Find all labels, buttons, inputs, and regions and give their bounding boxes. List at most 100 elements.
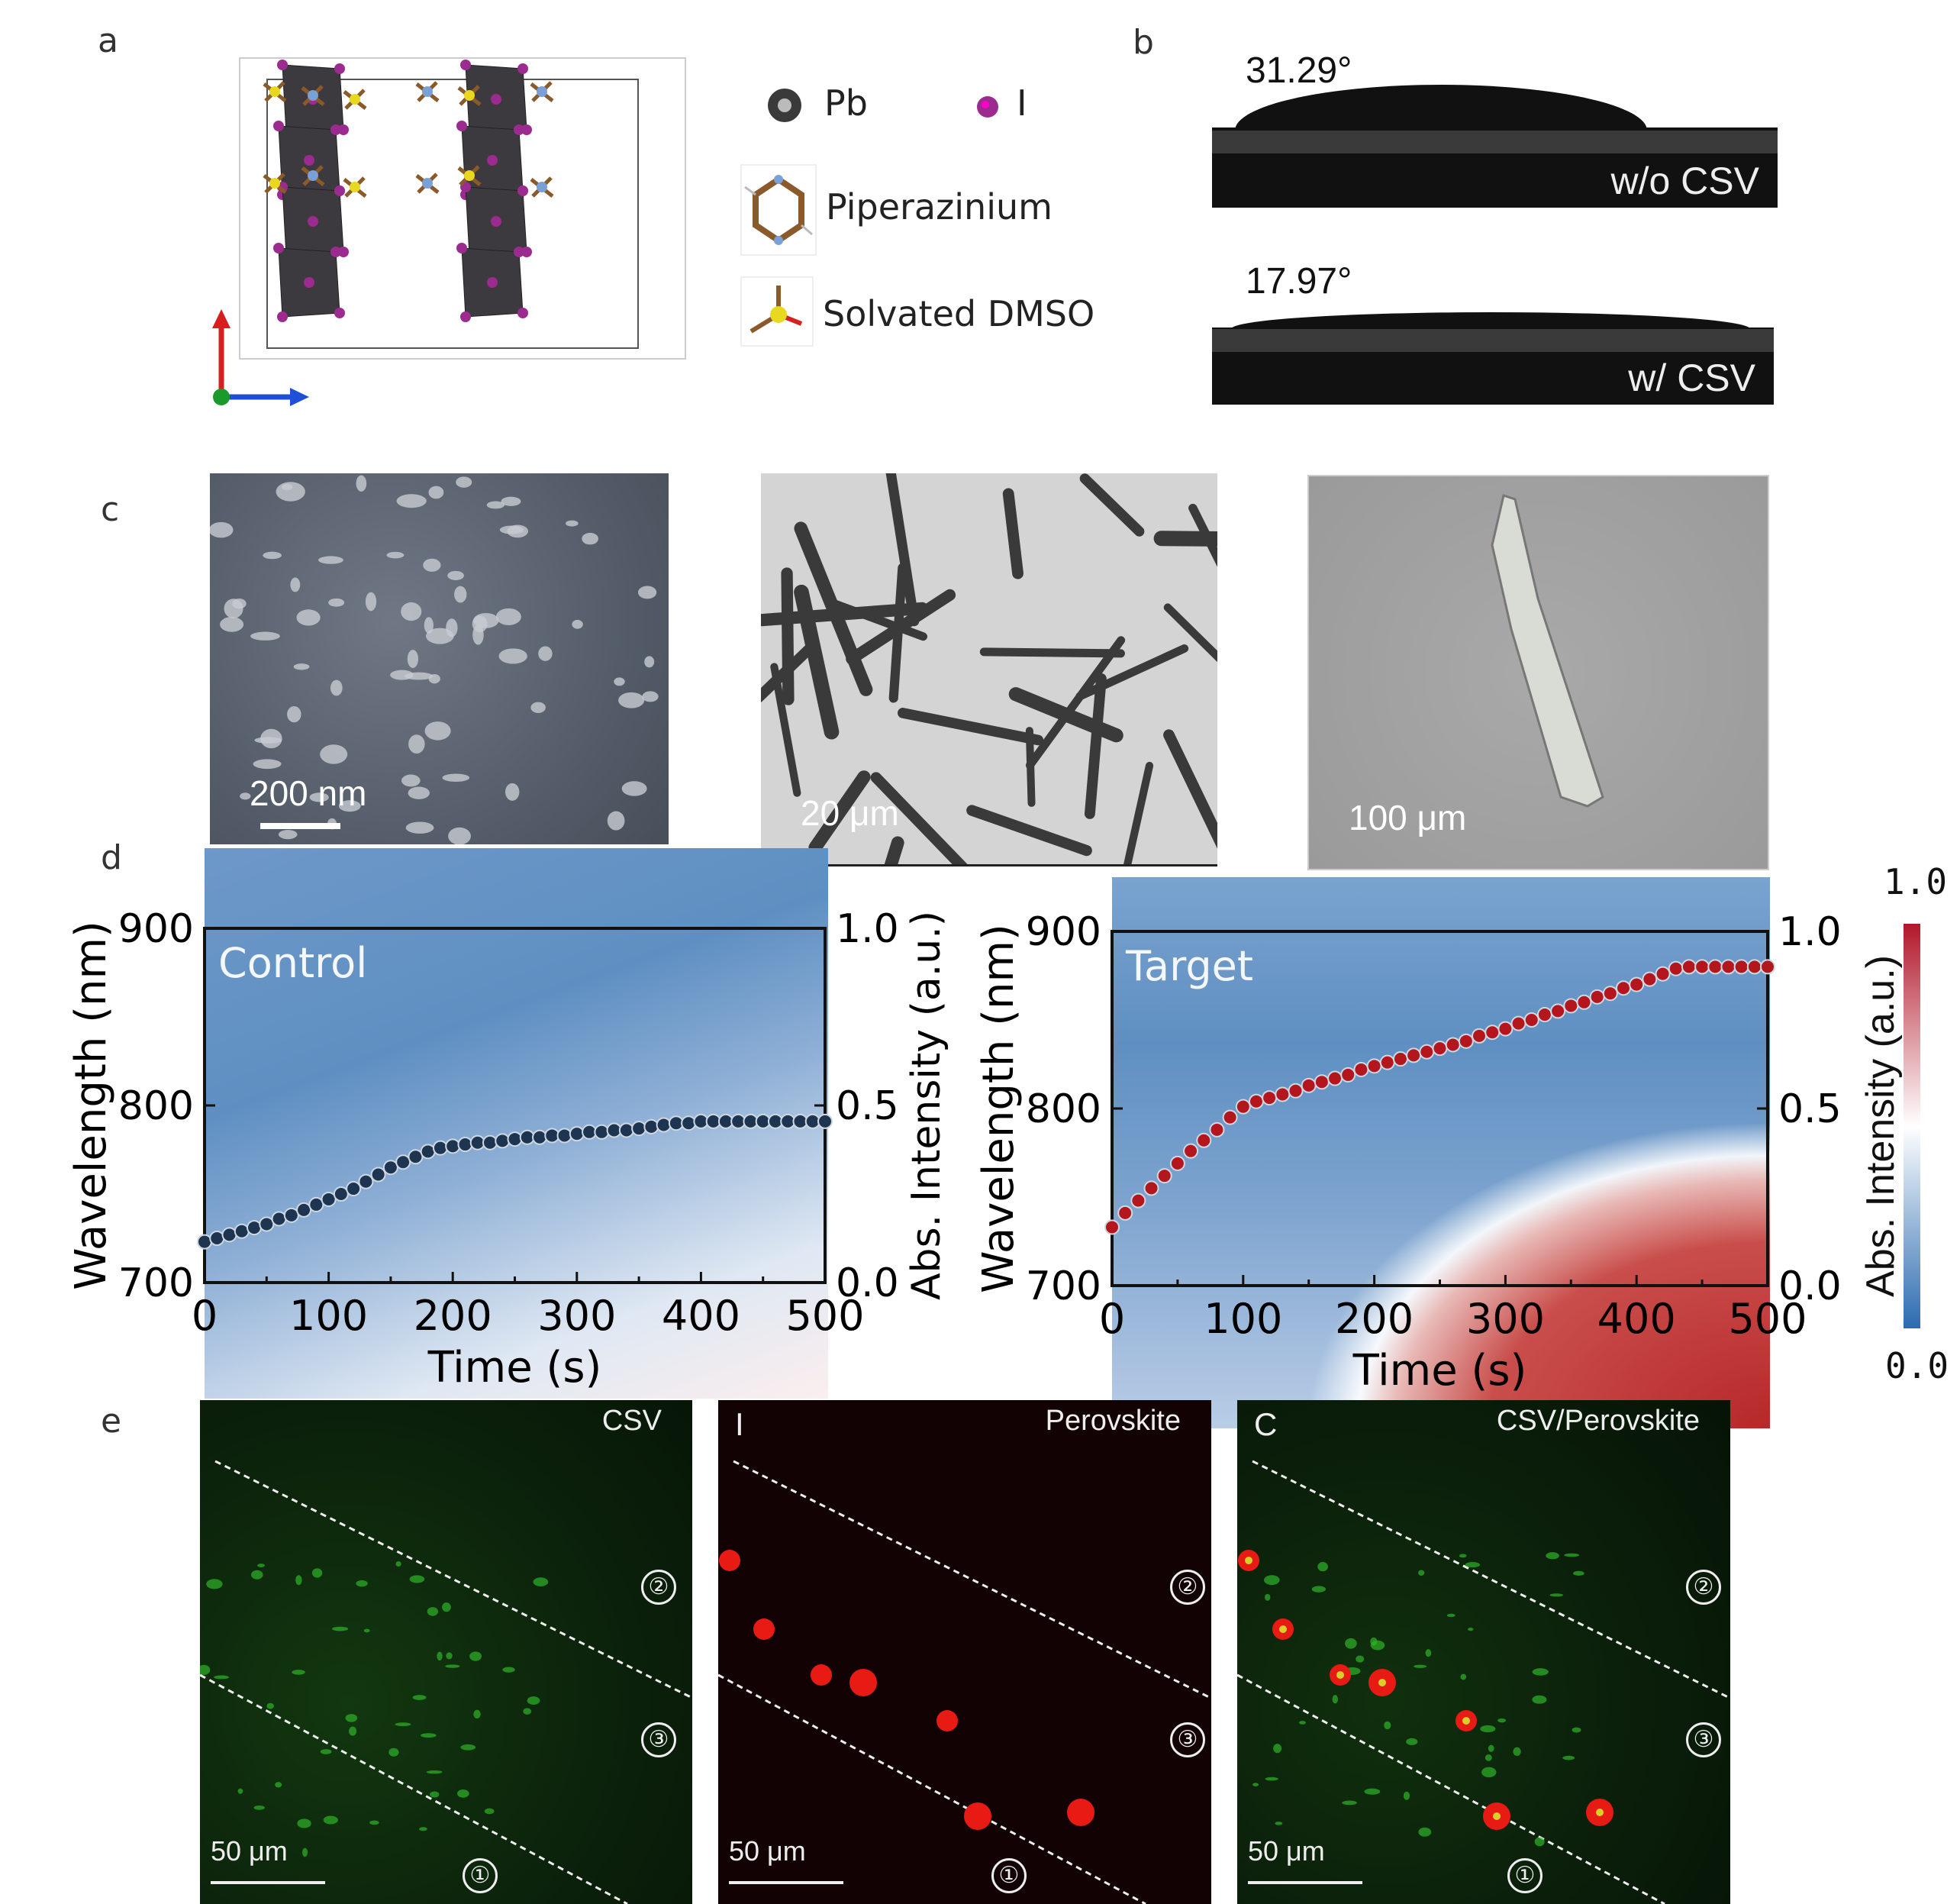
data-point — [209, 1231, 225, 1246]
y2-tick-label: 0.0 — [836, 1260, 899, 1306]
data-point — [1366, 1058, 1382, 1074]
iodine-atom — [456, 243, 467, 253]
corner-mark: I — [735, 1406, 744, 1442]
data-point — [643, 1118, 659, 1134]
panel-label-c: c — [101, 490, 120, 529]
contact-angle-image-with-csv: 17.97° w/ CSV — [1212, 257, 1774, 405]
data-point — [247, 1220, 263, 1236]
scale-bar-label: 20 μm — [801, 793, 899, 833]
scale-bar-label: 200 nm — [250, 773, 367, 813]
data-point — [1563, 998, 1579, 1014]
data-point — [333, 1186, 349, 1202]
data-point — [1629, 976, 1645, 992]
iodine-atom — [487, 155, 498, 166]
y2-tick-label: 1.0 — [1778, 909, 1842, 955]
data-point — [1248, 1093, 1264, 1109]
data-point — [1275, 1086, 1291, 1102]
data-point — [495, 1133, 511, 1149]
data-point — [1510, 1015, 1526, 1031]
pb-atom-icon — [768, 89, 801, 122]
scale-bar-label: 100 μm — [1349, 798, 1467, 837]
data-point — [1668, 960, 1684, 976]
iodine-atom — [460, 311, 471, 322]
x-tick-label: 500 — [1728, 1295, 1807, 1343]
data-point — [1143, 1180, 1159, 1196]
data-point — [817, 1113, 833, 1129]
chart-title: Control — [218, 939, 367, 987]
data-point — [408, 1149, 424, 1165]
panel-label-b: b — [1133, 23, 1154, 62]
optical-micrograph-single-crystal: 100 μm — [1307, 475, 1769, 870]
iodine-atom — [491, 216, 501, 227]
legend-dmso-label: Solvated DMSO — [823, 293, 1095, 334]
y-tick-label: 700 — [1026, 1263, 1101, 1309]
contact-angle-image-without-csv: 31.29° w/o CSV — [1212, 47, 1778, 208]
data-point — [594, 1124, 610, 1140]
data-point — [271, 1211, 287, 1227]
region-marker-2: ② — [1686, 1570, 1721, 1605]
iodine-atom — [277, 311, 288, 322]
contact-angle-value: 17.97° — [1246, 261, 1352, 302]
data-point — [1497, 1021, 1514, 1037]
data-point — [457, 1137, 473, 1153]
iodine-atom — [460, 60, 471, 70]
data-point — [382, 1160, 398, 1176]
iodine-atom — [514, 124, 524, 135]
data-point — [681, 1115, 697, 1131]
region-marker-2: ② — [641, 1570, 676, 1605]
data-point — [296, 1202, 312, 1218]
region-marker-3: ③ — [1686, 1722, 1721, 1757]
data-point — [1104, 1219, 1120, 1235]
colorbar-label: Abs. Intensity (a.u.) — [1858, 955, 1903, 1297]
region-marker-1: ① — [1507, 1858, 1543, 1893]
iodine-atom — [273, 121, 284, 131]
data-point — [1655, 966, 1671, 982]
data-point — [1720, 959, 1736, 975]
data-point — [197, 1234, 212, 1250]
data-point — [1222, 1109, 1238, 1125]
x-axis-label: Time (s) — [427, 1343, 602, 1393]
data-point — [234, 1223, 250, 1239]
colorbar-max-label: 1.0 — [1884, 861, 1948, 902]
data-point — [1262, 1090, 1278, 1106]
data-point — [1130, 1192, 1146, 1209]
data-point — [1589, 989, 1605, 1005]
iodine-atom-icon — [977, 96, 998, 118]
data-point — [420, 1144, 436, 1160]
x-tick-label: 0 — [1099, 1295, 1125, 1343]
region-marker-1: ① — [463, 1858, 498, 1893]
data-point — [1536, 1007, 1552, 1023]
data-point — [1681, 959, 1697, 975]
iodine-atom — [338, 247, 349, 257]
image-title: Perovskite — [1045, 1405, 1181, 1437]
iodine-atom — [521, 247, 532, 257]
iodine-atom — [487, 277, 498, 288]
scale-bar-label: 50 μm — [211, 1835, 288, 1867]
data-point — [1196, 1132, 1212, 1148]
scale-bar-label: 50 μm — [729, 1835, 806, 1867]
data-point — [1485, 1025, 1501, 1041]
x-tick-label: 200 — [1335, 1295, 1414, 1343]
data-point — [1616, 980, 1632, 996]
iodine-atom — [308, 216, 318, 227]
y2-tick-label: 0.5 — [1778, 1086, 1842, 1132]
x-tick-label: 0 — [192, 1292, 218, 1340]
y-tick-label: 700 — [118, 1260, 194, 1306]
x-tick-label: 500 — [785, 1292, 864, 1340]
data-point — [532, 1129, 548, 1145]
y2-tick-label: 1.0 — [836, 906, 899, 952]
data-point — [370, 1167, 386, 1183]
scale-bar — [729, 1881, 843, 1884]
data-point — [1392, 1051, 1408, 1067]
data-point — [631, 1121, 647, 1137]
data-point — [1760, 959, 1775, 975]
iodine-atom — [517, 308, 528, 318]
data-point — [1642, 971, 1658, 987]
contact-angle-value: 31.29° — [1246, 50, 1352, 91]
data-point — [1288, 1083, 1304, 1099]
data-point — [1550, 1003, 1566, 1019]
data-point — [1523, 1012, 1539, 1028]
axis-origin — [213, 389, 230, 405]
x-tick-label: 300 — [537, 1292, 616, 1340]
legend-piperazinium-label: Piperazinium — [826, 186, 1053, 228]
